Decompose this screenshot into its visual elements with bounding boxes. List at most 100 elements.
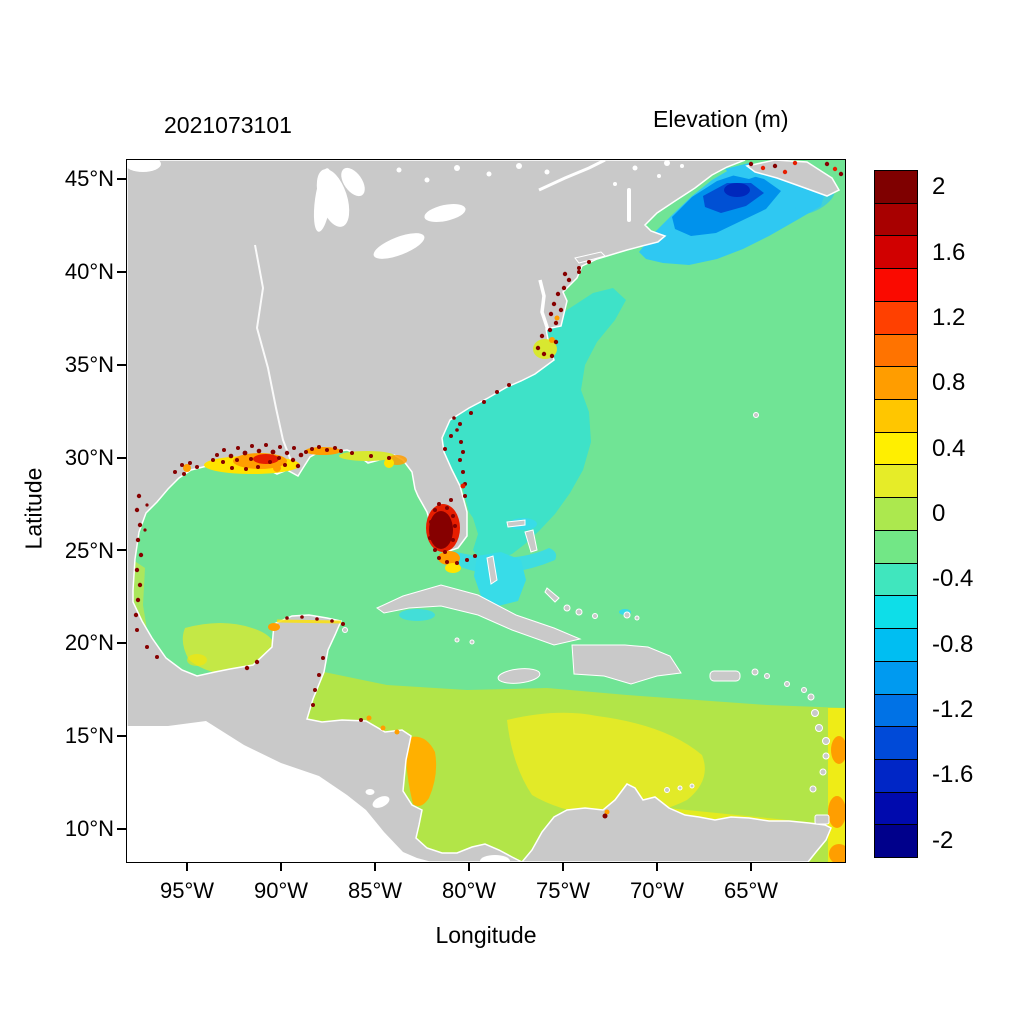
y-tick-mark xyxy=(117,735,126,737)
colorbar-segment xyxy=(875,530,917,564)
y-tick-mark xyxy=(117,549,126,551)
mississippi-river xyxy=(254,244,294,467)
great-lakes xyxy=(127,160,684,808)
colorbar-segment xyxy=(875,269,917,302)
x-tick-label: 70°W xyxy=(629,878,685,903)
island-jamaica xyxy=(497,668,541,684)
land-nova-scotia xyxy=(745,160,841,197)
florida-coast-speckles xyxy=(428,383,511,565)
island-puerto-rico xyxy=(709,670,741,682)
map-plot-area xyxy=(126,159,846,863)
colorbar-segment xyxy=(875,792,917,826)
gulf-of-panama-white xyxy=(480,855,510,862)
nicaragua-coast-high-band xyxy=(406,736,437,806)
edge-strip-yellow xyxy=(828,708,845,862)
x-tick-mark xyxy=(750,862,752,871)
colorbar-segment xyxy=(875,171,917,204)
y-tick-mark xyxy=(117,271,126,273)
y-tick-label: 25°N xyxy=(64,538,114,563)
louisiana-flood-speckles xyxy=(173,443,391,476)
land-south-america xyxy=(521,783,832,862)
edge-orange-patch xyxy=(828,796,845,828)
colorbar-tick-label: 0 xyxy=(932,500,946,527)
y-tick-mark xyxy=(117,457,126,459)
colorbar-tick-label: 0.4 xyxy=(932,435,966,462)
colorbar-segment xyxy=(875,596,917,630)
gulf-of-maine-darkest xyxy=(724,183,750,197)
pacific-outside-domain xyxy=(127,721,432,862)
colorbar-segment xyxy=(875,694,917,728)
colorbar-segment xyxy=(875,563,917,597)
honduras-venezuela-speckles xyxy=(359,715,610,819)
colorbar-segment xyxy=(875,334,917,368)
colorbar-segment xyxy=(875,727,917,760)
island-hispaniola xyxy=(571,644,682,685)
bay-of-campeche-fill xyxy=(182,623,278,676)
islands-lesser-antilles xyxy=(342,627,830,825)
elevation-map xyxy=(127,160,845,862)
islands-bahamas xyxy=(486,519,640,621)
y-tick-label: 15°N xyxy=(64,723,114,748)
y-tick-label: 45°N xyxy=(64,166,114,191)
campeche-yellow-patch xyxy=(187,654,207,666)
colorbar-tick-label: -1.6 xyxy=(932,761,974,788)
colorbar-segment xyxy=(875,759,917,793)
colorbar-tick-label: -0.8 xyxy=(932,631,974,658)
nova-scotia-speckles xyxy=(748,160,844,177)
colorbar-segment xyxy=(875,661,917,695)
colorbar-segment xyxy=(875,203,917,237)
x-tick-label: 65°W xyxy=(723,878,779,903)
colorbar-tick-label: 0.8 xyxy=(932,369,966,396)
x-tick-mark xyxy=(280,862,282,871)
pamlico-sound-anomaly xyxy=(533,337,557,359)
island-cuba xyxy=(376,584,582,646)
colorbar-segment xyxy=(875,400,917,433)
chesapeake-bay xyxy=(538,279,550,331)
colorbar-segment xyxy=(875,629,917,662)
bay-of-fundy-cyan xyxy=(725,163,769,179)
colorbar-segment xyxy=(875,498,917,531)
st-lawrence-river xyxy=(538,160,606,192)
timestamp-title: 2021073101 xyxy=(164,112,292,138)
colorbar-tick-label: -1.2 xyxy=(932,696,974,723)
y-tick-label: 20°N xyxy=(64,630,114,655)
colorbar-segment xyxy=(875,301,917,335)
island-bermuda xyxy=(753,412,759,418)
y-tick-mark xyxy=(117,642,126,644)
colorbar-tick-label: -2 xyxy=(932,827,954,854)
x-tick-label: 95°W xyxy=(159,878,215,903)
x-tick-mark xyxy=(468,862,470,871)
island-long-island xyxy=(574,251,606,264)
y-tick-label: 40°N xyxy=(64,259,114,284)
southeast-shelf-band xyxy=(443,288,626,560)
x-tick-mark xyxy=(186,862,188,871)
colorbar-segment xyxy=(875,432,917,466)
y-tick-mark xyxy=(117,828,126,830)
y-tick-label: 30°N xyxy=(64,445,114,470)
edge-orange-patch xyxy=(829,844,845,862)
colorbar-tick-label: 2 xyxy=(932,173,946,200)
louisiana-texas-coast-anomaly xyxy=(183,447,407,474)
y-tick-mark xyxy=(117,178,126,180)
colombia-basin-fill xyxy=(507,712,705,817)
x-tick-label: 85°W xyxy=(347,878,403,903)
colorbar-tick-label: 1.2 xyxy=(932,304,966,331)
yucatan-belize-speckles xyxy=(244,615,345,707)
x-tick-mark xyxy=(656,862,658,871)
colorbar-segment xyxy=(875,465,917,499)
texas-laguna-madre-speckles xyxy=(133,493,159,659)
cuba-shelf-cyan xyxy=(399,609,435,621)
x-tick-label: 80°W xyxy=(441,878,497,903)
x-tick-label: 90°W xyxy=(253,878,309,903)
y-tick-label: 35°N xyxy=(64,352,114,377)
colorbar-segment xyxy=(875,367,917,401)
chesapeake-orange-speckle xyxy=(554,315,560,321)
chesapeake-pamlico-speckles xyxy=(535,260,591,359)
x-axis-label: Longitude xyxy=(435,922,537,948)
great-bahama-bank-cyan xyxy=(474,552,526,606)
x-tick-label: 75°W xyxy=(535,878,591,903)
canaveral-speckle xyxy=(460,483,466,489)
x-tick-mark xyxy=(374,862,376,871)
x-tick-mark xyxy=(562,862,564,871)
